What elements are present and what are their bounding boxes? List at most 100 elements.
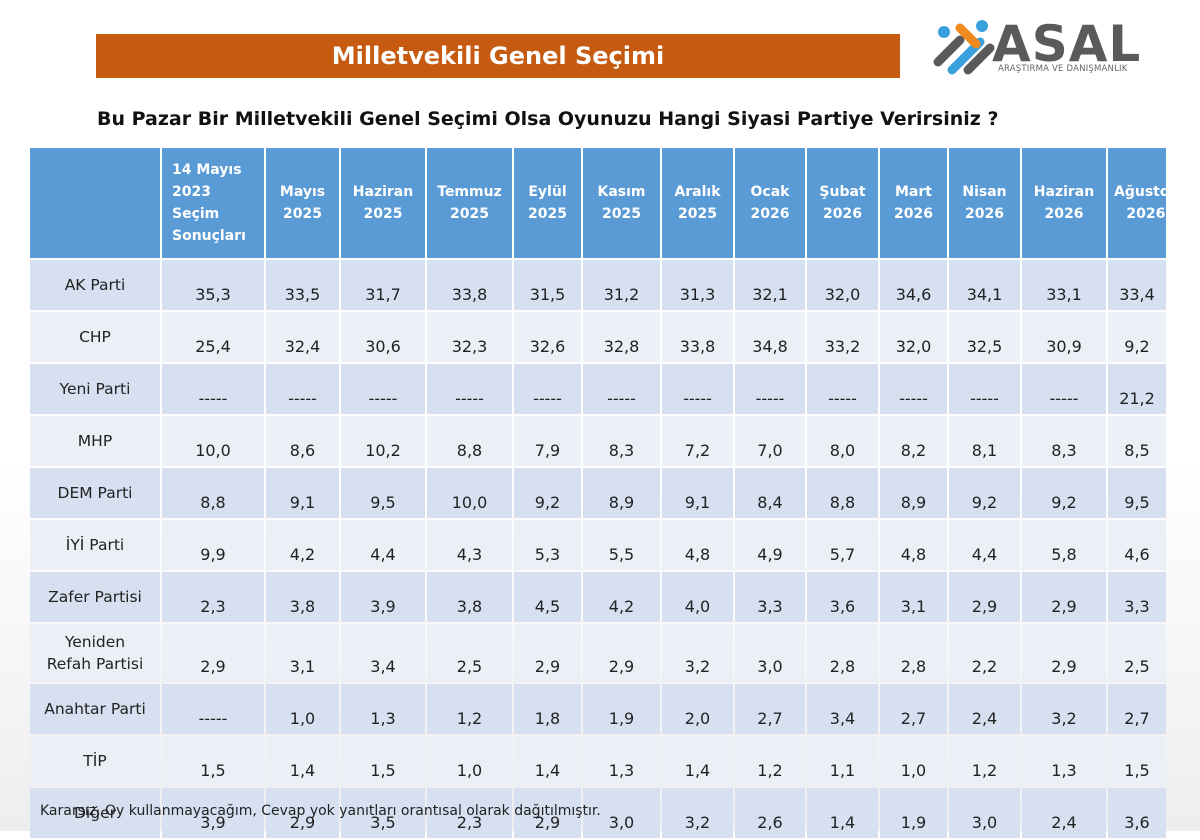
value-cell: 5,3	[514, 520, 581, 570]
table-row: Yeni Parti ----- ----- ----- ----- ----- -----…	[30, 364, 1166, 414]
value-cell: 1,3	[341, 684, 425, 734]
value-cell: 8,9	[880, 468, 947, 518]
party-name-cell: CHP	[30, 312, 160, 362]
value-cell: 31,5	[514, 260, 581, 310]
value-cell: 4,0	[662, 572, 733, 622]
value-cell: 2,8	[807, 624, 878, 682]
column-header: Ocak 2026	[735, 148, 805, 258]
party-name-cell: İYİ Parti	[30, 520, 160, 570]
value-cell: -----	[266, 364, 339, 414]
value-cell: 1,5	[341, 736, 425, 786]
value-cell: 1,0	[266, 684, 339, 734]
value-cell: 3,6	[807, 572, 878, 622]
column-header: Haziran 2025	[341, 148, 425, 258]
value-cell: -----	[162, 684, 264, 734]
column-header: Mart 2026	[880, 148, 947, 258]
table-body: AK Parti 35,3 33,5 31,7 33,8 31,5 31,2 31,3 32,1…	[30, 260, 1166, 838]
value-cell: 2,8	[880, 624, 947, 682]
title-text: Milletvekili Genel Seçimi	[331, 42, 665, 70]
value-cell: 31,2	[583, 260, 660, 310]
value-cell: 9,2	[1022, 468, 1106, 518]
value-cell: 8,9	[583, 468, 660, 518]
value-cell: 34,6	[880, 260, 947, 310]
value-cell: 32,8	[583, 312, 660, 362]
value-cell: 2,9	[514, 624, 581, 682]
value-cell: 8,6	[266, 416, 339, 466]
value-cell: -----	[583, 364, 660, 414]
poll-results-table: 14 Mayıs 2023 Seçim Sonuçları Mayıs 2025 Haz…	[28, 146, 1178, 840]
value-cell: 3,1	[880, 572, 947, 622]
value-cell: 2,7	[880, 684, 947, 734]
value-cell: 33,5	[266, 260, 339, 310]
value-cell: 1,1	[807, 736, 878, 786]
table-row: AK Parti 35,3 33,5 31,7 33,8 31,5 31,2 31,3 32,1…	[30, 260, 1166, 310]
value-cell: 9,2	[949, 468, 1020, 518]
value-cell: 2,3	[427, 788, 512, 838]
value-cell: 4,6	[1108, 520, 1166, 570]
value-cell: 3,0	[949, 788, 1020, 838]
column-header: Ağustos 2026	[1108, 148, 1178, 258]
value-cell: 2,6	[735, 788, 805, 838]
party-name-cell: Yeniden Refah Partisi	[30, 624, 160, 682]
value-cell: 21,2	[1108, 364, 1166, 414]
logo-subtitle: ARAŞTIRMA VE DANIŞMANLIK	[998, 64, 1128, 74]
value-cell: 1,9	[880, 788, 947, 838]
value-cell: 1,8	[514, 684, 581, 734]
value-cell: 32,5	[949, 312, 1020, 362]
value-cell: 2,2	[949, 624, 1020, 682]
party-name-cell: MHP	[30, 416, 160, 466]
value-cell: 3,6	[1108, 788, 1166, 838]
value-cell: 3,0	[735, 624, 805, 682]
asal-logo: ASAL ARAŞTIRMA VE DANIŞMANLIK	[930, 14, 1160, 80]
value-cell: 1,2	[949, 736, 1020, 786]
column-header: Temmuz 2025	[427, 148, 512, 258]
value-cell: 8,1	[949, 416, 1020, 466]
value-cell: 8,8	[162, 468, 264, 518]
value-cell: 1,0	[427, 736, 512, 786]
value-cell: 1,4	[266, 736, 339, 786]
value-cell: 3,3	[735, 572, 805, 622]
title-banner: Milletvekili Genel Seçimi	[96, 34, 900, 78]
footnote: Kararsız, Oy kullanmayacağım, Cevap yok …	[40, 803, 601, 819]
value-cell: 1,5	[162, 736, 264, 786]
value-cell: 33,1	[1022, 260, 1106, 310]
column-header: 14 Mayıs 2023 Seçim Sonuçları	[162, 148, 264, 258]
value-cell: 2,4	[949, 684, 1020, 734]
logo-wordmark: ASAL	[992, 15, 1142, 73]
table-row: CHP 25,4 32,4 30,6 32,3 32,6 32,8 33,8 34,8 33,2 3…	[30, 312, 1166, 362]
column-header: Mayıs 2025	[266, 148, 339, 258]
logo-mark-icon	[933, 20, 995, 75]
value-cell: 32,6	[514, 312, 581, 362]
value-cell: 2,9	[514, 788, 581, 838]
value-cell: 3,4	[807, 684, 878, 734]
value-cell: 33,4	[1108, 260, 1166, 310]
value-cell: 32,1	[735, 260, 805, 310]
value-cell: 1,3	[583, 736, 660, 786]
value-cell: 30,6	[341, 312, 425, 362]
value-cell: 32,3	[427, 312, 512, 362]
value-cell: 9,1	[266, 468, 339, 518]
value-cell: 3,1	[266, 624, 339, 682]
column-header: Kasım 2025	[583, 148, 660, 258]
value-cell: 2,9	[1022, 624, 1106, 682]
value-cell: 3,3	[1108, 572, 1166, 622]
party-name-cell: AK Parti	[30, 260, 160, 310]
header-corner	[30, 148, 160, 258]
value-cell: 1,2	[735, 736, 805, 786]
value-cell: 1,4	[514, 736, 581, 786]
value-cell: -----	[880, 364, 947, 414]
party-name-cell: TİP	[30, 736, 160, 786]
value-cell: -----	[662, 364, 733, 414]
header-row: 14 Mayıs 2023 Seçim Sonuçları Mayıs 2025 Haz…	[30, 148, 1178, 258]
value-cell: 32,4	[266, 312, 339, 362]
table-row: Diğer 3,9 2,9 3,5 2,3 2,9 3,0 3,2 2,6 1,4 1,9 3,0 2,…	[30, 788, 1166, 838]
value-cell: 2,9	[949, 572, 1020, 622]
value-cell: 5,8	[1022, 520, 1106, 570]
value-cell: 31,3	[662, 260, 733, 310]
column-header: Şubat 2026	[807, 148, 878, 258]
value-cell: 10,0	[162, 416, 264, 466]
value-cell: 3,9	[162, 788, 264, 838]
value-cell: 8,0	[807, 416, 878, 466]
value-cell: 3,2	[662, 624, 733, 682]
value-cell: 4,2	[266, 520, 339, 570]
